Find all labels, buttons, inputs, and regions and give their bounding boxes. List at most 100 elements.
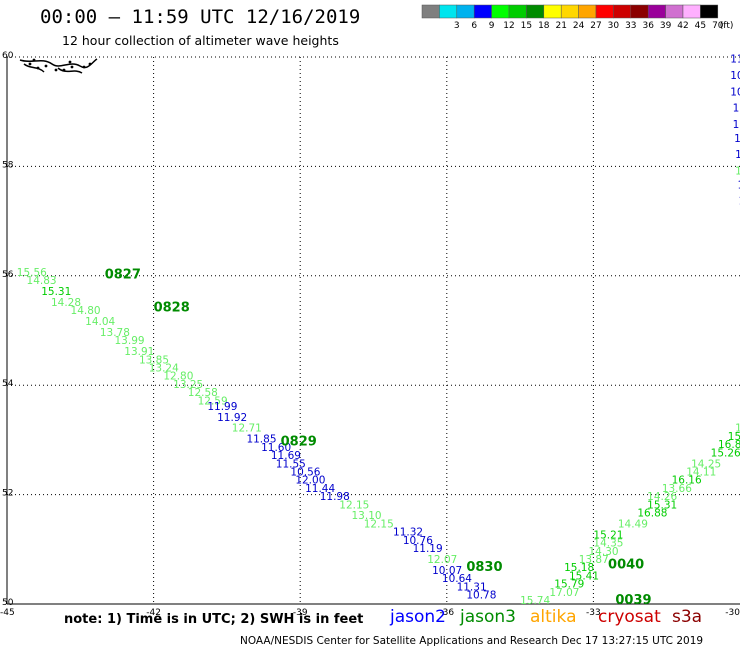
x-tick-label: -42 (146, 608, 161, 618)
x-tick-label: -33 (586, 608, 601, 618)
wave-height-label: 14.83 (27, 275, 57, 287)
wave-height-label: 11.4 (733, 119, 740, 131)
wave-height-label: 15.79 (554, 579, 584, 591)
wave-height-label: 15.31 (647, 499, 677, 511)
wave-height-label: 11.60 (261, 442, 291, 454)
legend-label: 33 (625, 21, 636, 31)
wave-height-label: 15.56 (17, 267, 47, 279)
wave-height-label: 12.00 (295, 475, 325, 487)
wave-height-label: 13.99 (115, 335, 145, 347)
page-subtitle: 12 hour collection of altimeter wave hei… (62, 33, 339, 48)
legend-swatch (578, 4, 597, 19)
wave-height-label: 11.32 (393, 527, 423, 539)
coastline-dot (36, 66, 40, 70)
legend-swatch (526, 4, 545, 19)
y-tick-label: 56 (2, 270, 14, 280)
wave-height-label: 13.10 (352, 510, 382, 522)
coastline-dot (32, 58, 36, 62)
legend-swatch (682, 4, 701, 19)
wave-height-label: 10.78 (466, 590, 496, 602)
wave-height-label: 10. (734, 133, 740, 145)
satellite-jason3: jason3 (460, 607, 516, 627)
wave-height-label: 15.31 (41, 286, 71, 298)
legend-label: 9 (489, 21, 495, 31)
wave-height-label: 11.19 (413, 543, 443, 555)
wave-height-label: 11.55 (276, 458, 306, 470)
time-label: 0827 (105, 268, 141, 283)
y-tick-label: 54 (2, 379, 14, 389)
legend-swatch (543, 4, 562, 19)
wave-height-label: 12 (735, 166, 740, 178)
wave-height-label: 12.71 (232, 423, 262, 435)
x-tick-label: -39 (293, 608, 308, 618)
wave-height-label: 15.21 (593, 529, 623, 541)
wave-height-label: 12.80 (163, 371, 193, 383)
wave-height-label: 10.0 (730, 86, 740, 98)
wave-height-label: 15.41 (569, 570, 599, 582)
legend-label: 45 (695, 21, 706, 31)
legend-swatch (647, 4, 666, 19)
time-label: 0039 (615, 593, 651, 608)
wave-height-label: 11 (738, 179, 740, 191)
wave-height-label: 14.80 (71, 305, 101, 317)
wave-height-label: 12.58 (188, 387, 218, 399)
footer-note: note: 1) Time is in UTC; 2) SWH is in fe… (64, 612, 364, 627)
legend-swatch (491, 4, 510, 19)
y-tick-label: 58 (2, 160, 14, 170)
chart-grid (6, 56, 740, 605)
wave-height-label: 15.74 (520, 595, 550, 607)
coastline-dot (54, 68, 58, 72)
page-title: 00:00 — 11:59 UTC 12/16/2019 (40, 6, 361, 28)
legend-label: 42 (677, 21, 688, 31)
coastline-dot (44, 64, 48, 68)
x-tick-label: -30 (725, 608, 740, 618)
y-tick-label: 52 (2, 489, 13, 499)
wave-height-label: 12.15 (339, 499, 369, 511)
coastline-path (19, 58, 98, 74)
wave-height-label: 14.49 (618, 518, 648, 530)
satellite-cryosat: cryosat (598, 607, 661, 627)
wave-height-label: 13.85 (139, 354, 169, 366)
wave-height-label: 16.88 (637, 507, 667, 519)
wave-height-label: 11.99 (207, 401, 237, 413)
legend-label: 39 (660, 21, 672, 31)
time-labels: 0827 0828 0829 0830 0039 0040 (105, 268, 652, 608)
legend-label: 27 (590, 21, 601, 31)
satellite-s3a: s3a (672, 607, 703, 627)
coastline-dot (68, 60, 72, 64)
wave-height-label: 14.35 (593, 538, 623, 550)
wave-height-label: 11.13 (730, 53, 740, 65)
data-points: 15.5614.8315.3114.2814.8014.0413.7813.99… (17, 53, 740, 607)
coastline-dot (62, 68, 66, 72)
wave-height-label: 13.66 (662, 483, 692, 495)
satellite-jason2: jason2 (390, 607, 446, 627)
coastline-dot (88, 62, 92, 66)
wave-height-label: 15.26 (711, 447, 740, 459)
legend-label: 12 (503, 21, 514, 31)
wave-height-label: 11.85 (246, 434, 276, 446)
wave-height-label: 14.30 (589, 546, 619, 558)
coastline (19, 58, 98, 74)
axis-ticks: -45 -42 -39 -36 -33 -30 50 52 54 56 58 60 (0, 51, 740, 618)
wave-height-label: 10.40 (730, 70, 740, 82)
credit-line: NOAA/NESDIS Center for Satellite Applica… (240, 635, 704, 647)
wave-height-label: 11.44 (305, 483, 335, 495)
legend-swatch (700, 4, 719, 19)
legend-swatch (456, 4, 475, 19)
legend-swatch (665, 4, 684, 19)
time-label: 0828 (154, 300, 190, 315)
time-label: 0830 (466, 560, 502, 575)
legend-swatch (595, 4, 614, 19)
legend-label: 70 (712, 21, 724, 31)
wave-height-label: 13.78 (100, 327, 130, 339)
wave-height-label: 11.92 (217, 412, 247, 424)
wave-height-label: 10.07 (432, 565, 462, 577)
wave-height-label: 11.69 (271, 450, 301, 462)
wave-height-label: 10.76 (403, 535, 433, 547)
wave-height-label: 1 (739, 196, 740, 208)
y-tick-label: 50 (2, 598, 14, 608)
legend-label: 24 (573, 21, 585, 31)
wave-height-label: 17.07 (549, 587, 579, 599)
wave-height-label: 12.59 (198, 395, 228, 407)
